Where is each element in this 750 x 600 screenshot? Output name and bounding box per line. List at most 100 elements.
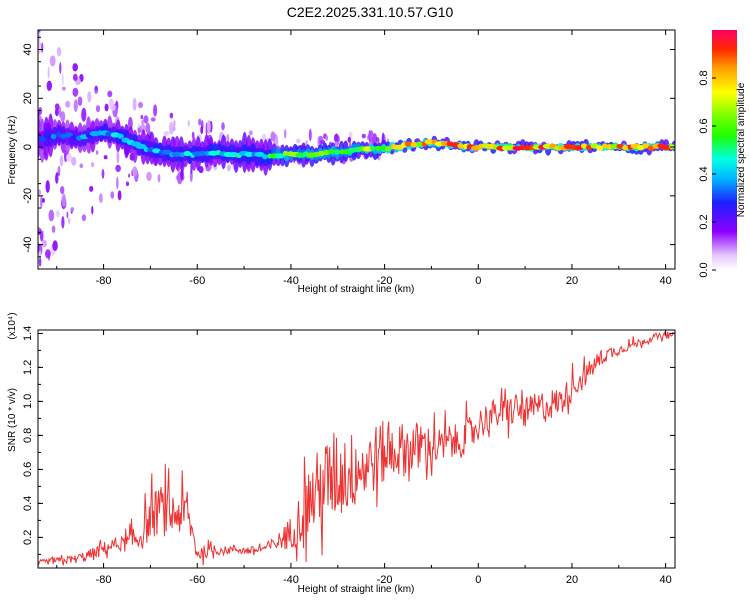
spectrogram-noise-blob	[94, 89, 98, 94]
spectrogram-noise-blob	[72, 87, 79, 97]
snr-y-tick-label: 1.0	[22, 394, 34, 409]
spectrogram-y-tick-label: 20	[22, 92, 34, 104]
spectrogram-noise-blob	[47, 66, 50, 79]
spectrogram-noise-blob	[99, 193, 103, 204]
snr-y-tick-label: 1.2	[22, 360, 34, 375]
spectrogram-ridge-point	[333, 149, 341, 155]
spectrogram-noise-blob	[143, 115, 149, 124]
spectrogram-noise-blob	[150, 117, 156, 122]
spectrogram-y-ticks: 40 20 0 -20 -40	[22, 36, 675, 258]
spectrogram-noise-blob	[104, 103, 109, 112]
spectrogram-noise-blob	[361, 133, 366, 139]
spectrogram-noise-blob	[87, 91, 92, 103]
spectrogram-noise-blob	[163, 131, 170, 136]
spectrogram-ridge-point	[50, 133, 57, 140]
spectrogram-noise-blob	[60, 186, 65, 195]
spectrogram-noise-blob	[79, 163, 84, 169]
spectrogram-noise-blob	[116, 176, 119, 190]
spectrogram-noise-blob	[132, 97, 137, 111]
spectrogram-noise-blob	[101, 168, 105, 179]
spectrogram-noise-blob	[77, 96, 83, 106]
spectrogram-noise-blob	[61, 193, 66, 207]
snr-y-tick-label: 0.6	[22, 462, 34, 477]
spectrogram-noise-blob	[41, 42, 44, 53]
spectrogram-y-tick-label: 0	[22, 144, 34, 150]
spectrogram-noise-blob	[132, 166, 138, 177]
snr-x-tick-label: -80	[96, 574, 112, 586]
spectrogram-noise-blob	[48, 209, 55, 222]
snr-x-tick-label: 20	[566, 574, 578, 586]
spectrogram-noise-blob	[107, 90, 113, 98]
spectrogram-noise-blob	[270, 131, 276, 142]
spectrogram-noise-blob	[116, 150, 120, 164]
spectrogram-noise-blob	[325, 135, 329, 141]
snr-series-line	[38, 331, 675, 566]
chart-title: C2E2.2025.331.10.57.G10	[287, 4, 454, 20]
colorbar-tick-label: 0.2	[698, 214, 710, 229]
spectrogram-noise-blob	[66, 211, 69, 219]
spectrogram-noise-blob	[89, 185, 94, 192]
spectrogram-ridge-point	[416, 141, 423, 147]
spectrogram-ridge-point	[362, 146, 373, 152]
spectrogram-noise-blob	[81, 107, 87, 122]
snr-x-tick-label: -40	[283, 574, 299, 586]
spectrogram-noise-blob	[103, 155, 108, 160]
spectrogram-ridge-point	[152, 148, 161, 154]
colorbar: 0.0 0.2 0.4 0.6 0.8 Normalized spectral ampl…	[698, 30, 747, 278]
spectrogram-noise-blob	[61, 216, 65, 229]
spectrogram-noise-blob	[59, 155, 64, 167]
colorbar-tick-label: 0.4	[698, 166, 710, 181]
spectrogram-noise-blob	[51, 225, 56, 233]
colorbar-tick-label: 0.8	[698, 70, 710, 85]
spectrogram-ridge-point	[385, 146, 392, 152]
spectrogram-noise-blob	[38, 40, 41, 45]
spectrogram-noise-blob	[56, 47, 62, 57]
spectrogram-noise-blob	[45, 180, 50, 193]
spectrogram-noise-blob	[56, 210, 60, 218]
spectrogram-noise-blob	[40, 230, 44, 242]
spectrogram-noise-blob	[40, 195, 43, 209]
spectrogram-ridge-point	[581, 143, 588, 149]
spectrogram-noise-blob	[145, 122, 151, 134]
spectrogram-noise-blob	[62, 86, 66, 91]
spectrogram-heat-layer	[37, 21, 675, 267]
spectrogram-noise-blob	[137, 127, 141, 134]
snr-x-tick-label: -60	[189, 574, 205, 586]
spectrogram-ridge-point	[70, 135, 78, 141]
spectrogram-noise-blob	[138, 101, 143, 109]
spectrogram-frame	[37, 29, 676, 270]
spectrogram-noise-blob	[37, 21, 42, 27]
colorbar-tick-label: 0.0	[698, 262, 710, 277]
spectrogram-ridge-point	[282, 150, 288, 156]
spectrogram-noise-blob	[41, 239, 48, 248]
spectrogram-noise-blob	[73, 99, 78, 112]
spectrogram-ridge-point	[183, 150, 192, 157]
spectrogram-ridge-point	[55, 131, 62, 137]
spectrogram-ridge-point	[44, 134, 52, 140]
spectrogram-noise-blob	[157, 174, 161, 183]
snr-x-tick-label: -20	[377, 574, 393, 586]
spectrogram-noise-blob	[71, 156, 77, 166]
spectrogram-noise-blob	[54, 103, 60, 110]
snr-x-tick-label: 0	[475, 574, 481, 586]
snr-y-label: SNR (10 * v/v)	[7, 388, 18, 452]
snr-x-tick-label: 40	[660, 574, 672, 586]
spectrogram-noise-blob	[70, 207, 75, 212]
spectrogram-noise-blob	[221, 122, 225, 131]
spectrogram-noise-blob	[52, 240, 58, 252]
spectrogram-x-tick-label: -60	[189, 275, 205, 287]
snr-y-tick-label: 0.2	[22, 530, 34, 545]
spectrogram-ridge-point	[275, 153, 285, 159]
spectrogram-y-tick-label: -20	[22, 188, 34, 204]
snr-multiplier-label: (x10⁴)	[7, 312, 18, 339]
spectrogram-noise-blob	[65, 100, 71, 108]
spectrogram-noise-blob	[200, 126, 204, 135]
spectrogram-noise-blob	[117, 190, 122, 201]
spectrogram-noise-blob	[337, 135, 340, 143]
spectrogram-panel: -80 -60 -40 -20 0 20 40 40 20 0 -20 -40 Height of …	[7, 21, 676, 295]
spectrogram-noise-blob	[55, 107, 59, 117]
spectrogram-noise-blob	[206, 120, 211, 134]
spectrogram-x-label: Height of straight line (km)	[298, 284, 415, 295]
colorbar-label: Normalized spectral amplitude	[736, 82, 747, 217]
spectrogram-ridge-point	[380, 145, 387, 151]
